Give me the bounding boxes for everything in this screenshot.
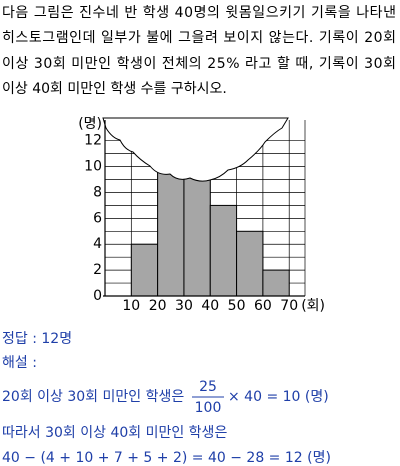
bar <box>236 230 264 297</box>
x-tick-label: 50 <box>228 298 246 314</box>
x-tick-label: 40 <box>201 298 219 314</box>
y-tick-label: 10 <box>84 159 102 175</box>
y-tick-label: 6 <box>93 210 102 226</box>
y-tick-label: 12 <box>84 133 102 149</box>
x-tick-label: 60 <box>254 298 272 314</box>
problem-line: 이상 40회 미만인 학생 수를 구하시오. <box>2 81 227 97</box>
x-tick-label: 30 <box>175 298 193 314</box>
solution-label: 해설 : <box>2 355 37 371</box>
y-unit: (명) <box>78 116 102 132</box>
x-unit: (회) <box>301 298 325 314</box>
solution-line: × 40 = 10 (명) <box>228 389 329 405</box>
problem-line: 히스토그램인데 일부가 불에 그을려 보이지 않는다. 기록이 20회 <box>2 30 396 46</box>
solution-line: 40 − (4 + 10 + 7 + 5 + 2) = 40 − 28 = 12… <box>2 450 331 466</box>
x-tick-label: 70 <box>280 298 298 314</box>
bar <box>130 243 159 297</box>
problem-line: 다음 그림은 진수네 반 학생 40명의 윗몸일으키기 기록을 나타낸 <box>2 5 396 21</box>
fraction-numerator: 25 <box>199 379 217 395</box>
bar <box>209 204 238 297</box>
answer: 정답 : 12명 <box>2 331 72 347</box>
bar <box>262 269 290 297</box>
x-tick-label: 10 <box>122 298 140 314</box>
y-tick-label: 8 <box>93 184 102 200</box>
fraction-denominator: 100 <box>195 400 222 416</box>
solution-line: 20회 이상 30회 미만인 학생은 <box>2 389 184 405</box>
y-tick-label: 4 <box>93 236 102 252</box>
chart: 0 2 4 6 8 10 12 10 20 30 40 50 60 70 (명) (회) <box>78 116 325 314</box>
y-tick-label: 0 <box>93 288 102 304</box>
problem-line: 이상 30회 미만인 학생이 전체의 25% 라고 할 때, 기록이 30회 <box>2 56 396 72</box>
y-tick-label: 2 <box>93 262 102 278</box>
solution-line: 따라서 30회 이상 40회 미만인 학생은 <box>2 425 227 441</box>
burned-area <box>102 117 289 182</box>
x-tick-label: 20 <box>149 298 167 314</box>
